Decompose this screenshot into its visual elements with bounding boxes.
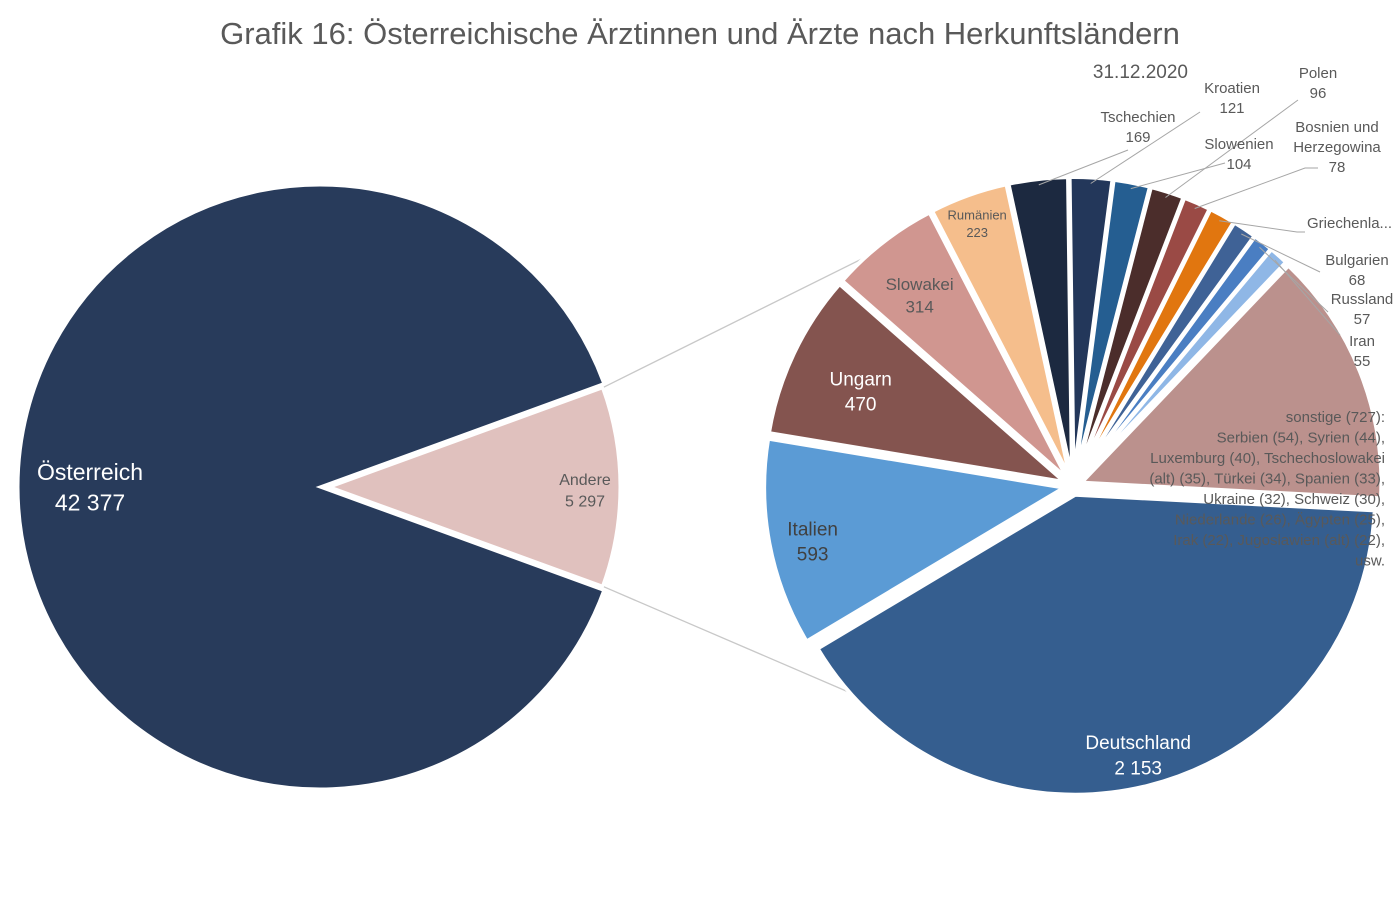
- label-andere: Andere 5 297: [559, 472, 611, 510]
- chart-subtitle: 31.12.2020: [1092, 62, 1188, 83]
- label-polen: Polen 96: [1299, 65, 1337, 102]
- leader-polen: [1165, 99, 1299, 198]
- label-bosnien: Bosnien und Herzegowina 78: [1293, 119, 1381, 176]
- slice-iran: [1077, 247, 1289, 482]
- slice-ungarn: [766, 282, 1067, 485]
- label-bulgarien: Bulgarien 68: [1325, 252, 1388, 289]
- label-slowakei: Slowakei 314: [886, 275, 954, 317]
- label-tschechien: Tschechien 169: [1100, 109, 1175, 146]
- label-slowenien: Slowenien 104: [1204, 136, 1273, 173]
- slice-deutschland: [815, 492, 1377, 797]
- slice-sonstige: [1079, 263, 1384, 501]
- label-ungarn: Ungarn 470: [829, 369, 891, 415]
- leader-slowenien: [1130, 162, 1226, 190]
- slice-andere: [325, 385, 622, 589]
- label-sonstige: sonstige (727): Serbien (54), Syrien (44)…: [1149, 409, 1385, 570]
- leader-bulgarien: [1241, 233, 1321, 273]
- leader-iran: [1274, 259, 1341, 336]
- label-iran: Iran 55: [1349, 333, 1375, 370]
- leader-griechenland: [1219, 220, 1305, 233]
- slice-oesterreich: [16, 183, 606, 791]
- leader-bosnien: [1194, 167, 1318, 209]
- label-deutschland: Deutschland 2 153: [1085, 733, 1191, 779]
- label-italien: Italien 593: [787, 519, 838, 565]
- leader-kroatien: [1090, 111, 1201, 184]
- label-griechenland: Griechenla...: [1307, 215, 1392, 232]
- slice-slowakei: [840, 210, 1070, 481]
- leader-russland: [1259, 246, 1329, 313]
- slice-italien: [762, 436, 1067, 644]
- leader-tschechien: [1038, 149, 1129, 186]
- chart-title: Grafik 16: Österreichische Ärztinnen und…: [220, 16, 1180, 51]
- label-kroatien: Kroatien 121: [1204, 80, 1260, 117]
- label-oesterreich: Österreich 42 377: [37, 459, 143, 516]
- slice-rumaenien: [930, 182, 1072, 480]
- label-russland: Russland 57: [1331, 291, 1394, 328]
- label-rumaenien: Rumänien 223: [948, 208, 1007, 240]
